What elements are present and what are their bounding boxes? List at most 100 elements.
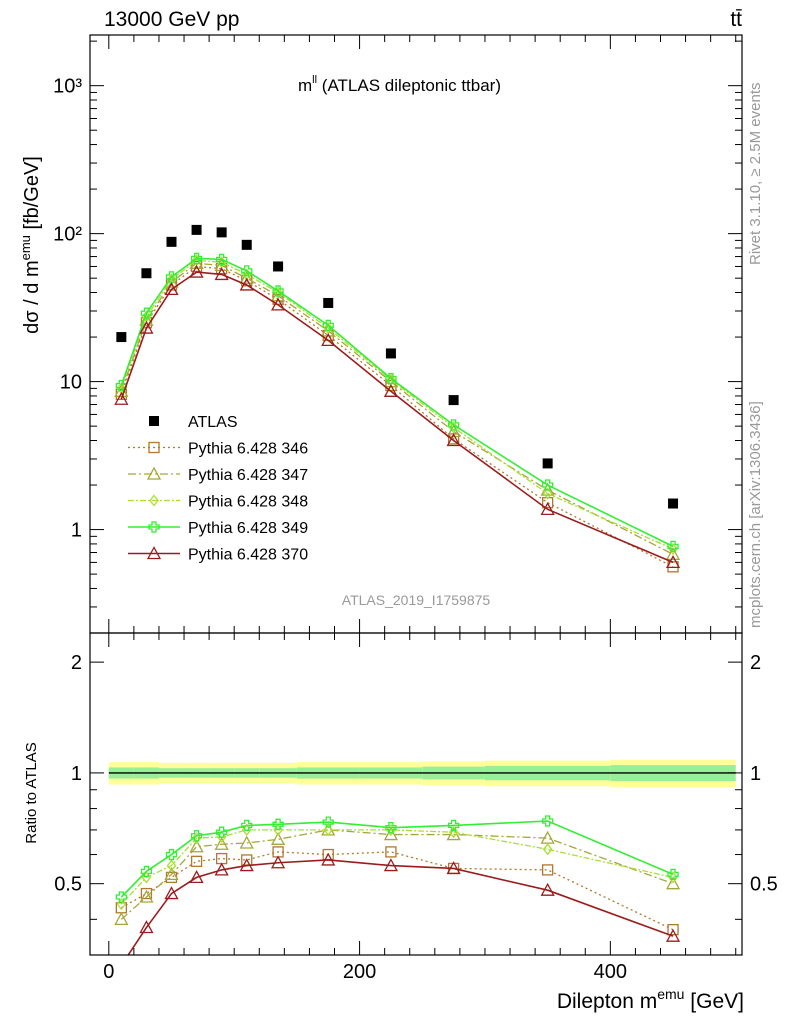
ratio-series-line bbox=[127, 859, 674, 955]
y-tick-label: 1 bbox=[71, 520, 82, 542]
legend-label: Pythia 6.428 346 bbox=[188, 441, 308, 458]
rivet-label: Rivet 3.1.10, ≥ 2.5M events bbox=[747, 83, 764, 266]
x-tick-label: 0 bbox=[103, 961, 114, 983]
ratio-point bbox=[323, 823, 334, 836]
mc-point bbox=[214, 258, 229, 272]
legend-marker bbox=[148, 441, 160, 454]
mc-point bbox=[321, 323, 336, 337]
ratio-point bbox=[241, 823, 252, 836]
ratio-point bbox=[140, 887, 153, 900]
mc-point bbox=[667, 540, 679, 553]
ratio-point bbox=[447, 819, 460, 832]
data-point bbox=[241, 239, 252, 250]
legend: ATLAS Pythia 6.428 346 Pythia 6.428 347 Pyt… bbox=[128, 414, 308, 564]
mc-point bbox=[241, 265, 253, 277]
ratio-point bbox=[383, 827, 399, 841]
ratio-y-tick-label-right: 2 bbox=[750, 652, 761, 674]
title-sup: ll bbox=[312, 74, 317, 86]
ratio-curves bbox=[114, 815, 681, 955]
mc-point bbox=[239, 277, 254, 291]
main-y-tick-labels: 10³ 10² 10 1 bbox=[53, 76, 82, 542]
main-series-line bbox=[120, 257, 674, 548]
data-point bbox=[385, 348, 396, 359]
ratio-point bbox=[165, 848, 178, 861]
main-title: mll (ATLAS dileptonic ttbar) bbox=[298, 74, 501, 95]
title-rest: (ATLAS dileptonic ttbar) bbox=[317, 76, 501, 95]
ratio-frame bbox=[89, 632, 743, 956]
ratio-point bbox=[140, 865, 153, 878]
main-panel: mll (ATLAS dileptonic ttbar) ATLAS_2019_… bbox=[18, 34, 743, 634]
ratio-point bbox=[216, 830, 227, 843]
data-point bbox=[141, 268, 152, 279]
ratio-point bbox=[667, 924, 679, 936]
mc-point bbox=[321, 333, 336, 347]
mc-point bbox=[446, 433, 461, 447]
legend-label: Pythia 6.428 370 bbox=[188, 547, 308, 564]
ratio-point bbox=[448, 826, 459, 839]
x-tick-label: 400 bbox=[594, 961, 627, 983]
ylabel-sup: emu bbox=[18, 235, 33, 260]
legend-label: Pythia 6.428 347 bbox=[188, 467, 308, 484]
mc-point bbox=[270, 297, 286, 311]
main-axis-ticks bbox=[90, 35, 742, 634]
x-axis-label: Dilepton memu [GeV] bbox=[557, 986, 744, 1013]
mc-point bbox=[540, 482, 555, 496]
legend-marker bbox=[148, 521, 160, 533]
ratio-panel: Ratio to ATLAS 2 2 1 1 0.5 0.5 bbox=[23, 632, 778, 956]
ratio-point bbox=[139, 920, 154, 934]
mcplots-label: mcplots.cern.ch [arXiv:1306.3436] bbox=[747, 401, 764, 628]
mc-point bbox=[273, 286, 283, 299]
ratio-point bbox=[446, 861, 461, 875]
ratio-point bbox=[141, 871, 152, 884]
mc-point bbox=[190, 252, 203, 265]
legend-label: Pythia 6.428 349 bbox=[188, 520, 308, 537]
data-point bbox=[116, 332, 127, 343]
main-series-line bbox=[120, 265, 674, 568]
mc-point bbox=[239, 270, 254, 284]
ratio-y-tick-label: 2 bbox=[71, 652, 82, 674]
ratio-point bbox=[189, 870, 204, 884]
mc-point bbox=[272, 285, 284, 297]
ratio-point bbox=[239, 858, 254, 872]
main-frame bbox=[89, 34, 743, 634]
ratio-point bbox=[665, 928, 681, 942]
main-y-label: dσ / d memu [fb/GeV] bbox=[18, 156, 43, 334]
mc-point bbox=[114, 391, 129, 405]
main-series-line bbox=[120, 271, 674, 564]
main-series-line bbox=[120, 262, 674, 555]
xlabel-sup: emu bbox=[657, 986, 684, 1002]
mc-point bbox=[540, 501, 555, 515]
y-tick-label: 10² bbox=[53, 224, 82, 246]
legend-label: ATLAS bbox=[188, 414, 238, 431]
data-point bbox=[273, 261, 284, 272]
data-point bbox=[191, 224, 202, 235]
data-point bbox=[166, 236, 177, 247]
mc-point bbox=[665, 555, 681, 569]
ratio-point bbox=[239, 835, 254, 849]
y-tick-label: 10 bbox=[60, 372, 82, 394]
mc-point bbox=[447, 419, 460, 431]
main-curves bbox=[114, 224, 681, 573]
ratio-point bbox=[166, 859, 177, 872]
data-point bbox=[668, 498, 679, 509]
ratio-point bbox=[190, 830, 203, 842]
data-point bbox=[542, 458, 553, 469]
ratio-y-label: Ratio to ATLAS bbox=[23, 742, 40, 843]
ratio-series-line bbox=[121, 851, 674, 931]
x-tick-labels: 0 200 400 bbox=[103, 961, 627, 983]
mc-point bbox=[189, 264, 204, 278]
ratio-point bbox=[273, 823, 283, 836]
mc-point bbox=[668, 542, 678, 555]
mc-point bbox=[164, 282, 179, 296]
watermark: ATLAS_2019_I1759875 bbox=[342, 592, 491, 608]
data-point bbox=[216, 227, 227, 238]
ratio-point bbox=[321, 852, 336, 866]
legend-label: Pythia 6.428 348 bbox=[188, 494, 308, 511]
ratio-point bbox=[385, 846, 397, 858]
ratio-point bbox=[216, 826, 228, 838]
ratio-point bbox=[114, 911, 129, 925]
ratio-point bbox=[272, 818, 284, 830]
legend-marker bbox=[149, 494, 159, 507]
process-label: tt̄ bbox=[730, 8, 742, 31]
ratio-point bbox=[241, 819, 253, 832]
